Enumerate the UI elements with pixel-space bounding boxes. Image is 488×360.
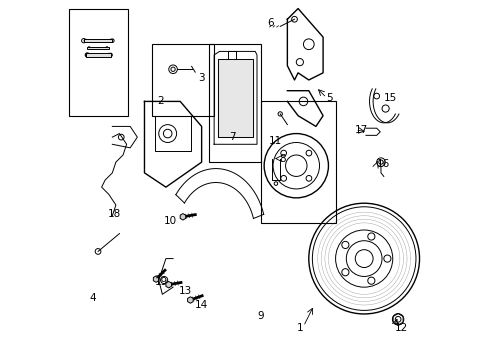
Text: 12: 12 (394, 323, 407, 333)
Text: 15: 15 (383, 93, 396, 103)
Text: 4: 4 (89, 293, 96, 303)
Text: 6: 6 (267, 18, 274, 28)
Text: 11: 11 (269, 136, 282, 146)
Bar (208, 44, 260, 162)
Bar (87, 47, 108, 49)
Polygon shape (217, 59, 253, 137)
Bar (260, 102, 335, 223)
Text: 1: 1 (296, 323, 303, 333)
Text: 2: 2 (157, 96, 164, 107)
Text: 13: 13 (178, 286, 191, 296)
Text: 19: 19 (155, 277, 168, 287)
Bar (69, 9, 128, 116)
Text: 5: 5 (326, 93, 333, 103)
Text: 16: 16 (376, 159, 389, 169)
Bar (151, 44, 214, 116)
Text: 18: 18 (108, 209, 121, 219)
Text: 10: 10 (163, 216, 176, 226)
Text: 8: 8 (279, 154, 285, 163)
Bar (83, 39, 112, 42)
Bar (85, 53, 110, 57)
Text: 7: 7 (228, 132, 235, 142)
Text: 3: 3 (198, 73, 204, 83)
Text: 9: 9 (257, 311, 264, 321)
Text: 17: 17 (354, 125, 368, 135)
Text: 14: 14 (194, 300, 207, 310)
